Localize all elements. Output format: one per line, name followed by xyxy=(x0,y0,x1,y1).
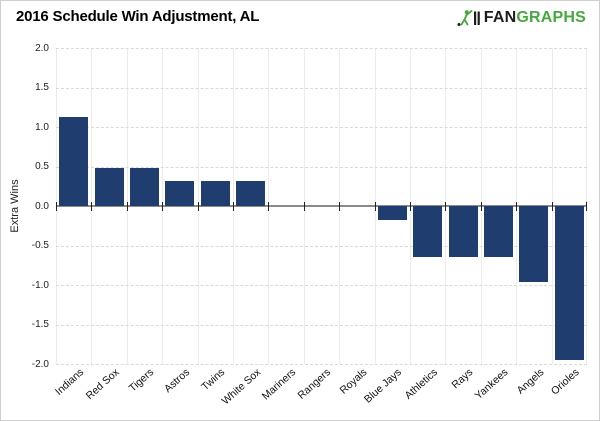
y-tick-label: -1.0 xyxy=(31,280,49,291)
x-axis-tick xyxy=(410,202,411,211)
logo-text-fan: FAN xyxy=(483,9,517,26)
x-label-astros: Astros xyxy=(162,366,193,396)
y-tick-label: -1.5 xyxy=(31,319,49,330)
x-label-athletics: Athletics xyxy=(402,366,441,402)
x-label-red-sox: Red Sox xyxy=(83,366,122,403)
horizontal-gridline xyxy=(56,167,587,168)
x-axis-tick xyxy=(56,202,57,211)
x-label-twins: Twins xyxy=(199,366,228,394)
x-label-royals: Royals xyxy=(337,366,370,397)
x-label-rangers: Rangers xyxy=(295,366,334,402)
x-axis-tick xyxy=(91,202,92,211)
x-axis-tick xyxy=(516,202,517,211)
x-axis-tick xyxy=(445,202,446,211)
x-axis-tick xyxy=(162,202,163,211)
horizontal-gridline xyxy=(56,127,587,128)
x-label-blue-jays: Blue Jays xyxy=(362,366,405,406)
bar-tigers xyxy=(130,168,159,206)
x-label-yankees: Yankees xyxy=(472,366,511,403)
horizontal-gridline xyxy=(56,285,587,286)
bar-twins xyxy=(201,181,230,206)
logo-text-graphs: GRAPHS xyxy=(516,9,586,26)
bar-indians xyxy=(59,117,88,206)
bar-white-sox xyxy=(236,181,265,206)
y-tick-label: 2.0 xyxy=(35,43,49,54)
x-axis-tick xyxy=(552,202,553,211)
x-label-orioles: Orioles xyxy=(548,366,582,398)
x-axis-tick xyxy=(198,202,199,211)
x-label-tigers: Tigers xyxy=(126,366,157,395)
x-label-indians: Indians xyxy=(53,366,87,398)
x-axis-tick xyxy=(586,202,587,211)
bar-astros xyxy=(165,181,194,206)
bar-rays xyxy=(449,206,478,257)
fangraphs-batter-icon xyxy=(457,10,480,26)
y-tick-label: 1.0 xyxy=(35,122,49,133)
x-axis-tick xyxy=(375,202,376,211)
x-label-angels: Angels xyxy=(514,366,547,397)
horizontal-gridline xyxy=(56,246,587,247)
plot-area xyxy=(56,48,587,365)
horizontal-gridline xyxy=(56,364,587,365)
x-axis-tick xyxy=(233,202,234,211)
fangraphs-logo: FAN GRAPHS xyxy=(457,9,586,27)
zero-axis-line xyxy=(56,205,587,207)
y-tick-label: -2.0 xyxy=(31,359,49,370)
x-axis-tick xyxy=(127,202,128,211)
x-axis-tick xyxy=(339,202,340,211)
y-tick-label: 0.0 xyxy=(35,201,49,212)
x-axis-tick xyxy=(481,202,482,211)
y-tick-label: -0.5 xyxy=(31,240,49,251)
bar-angels xyxy=(519,206,548,282)
x-axis-tick xyxy=(304,202,305,211)
x-label-rays: Rays xyxy=(449,366,476,392)
horizontal-gridline xyxy=(56,88,587,89)
bar-athletics xyxy=(413,206,442,257)
chart-title: 2016 Schedule Win Adjustment, AL xyxy=(16,8,260,25)
bar-blue-jays xyxy=(378,206,407,220)
bar-yankees xyxy=(484,206,513,257)
bar-orioles xyxy=(555,206,584,360)
x-label-mariners: Mariners xyxy=(259,366,299,403)
horizontal-gridline xyxy=(56,325,587,326)
y-tick-label: 0.5 xyxy=(35,161,49,172)
y-tick-label: 1.5 xyxy=(35,82,49,93)
horizontal-gridline xyxy=(56,48,587,49)
bar-red-sox xyxy=(95,168,124,206)
x-axis-tick xyxy=(268,202,269,211)
x-label-white-sox: White Sox xyxy=(219,366,264,408)
